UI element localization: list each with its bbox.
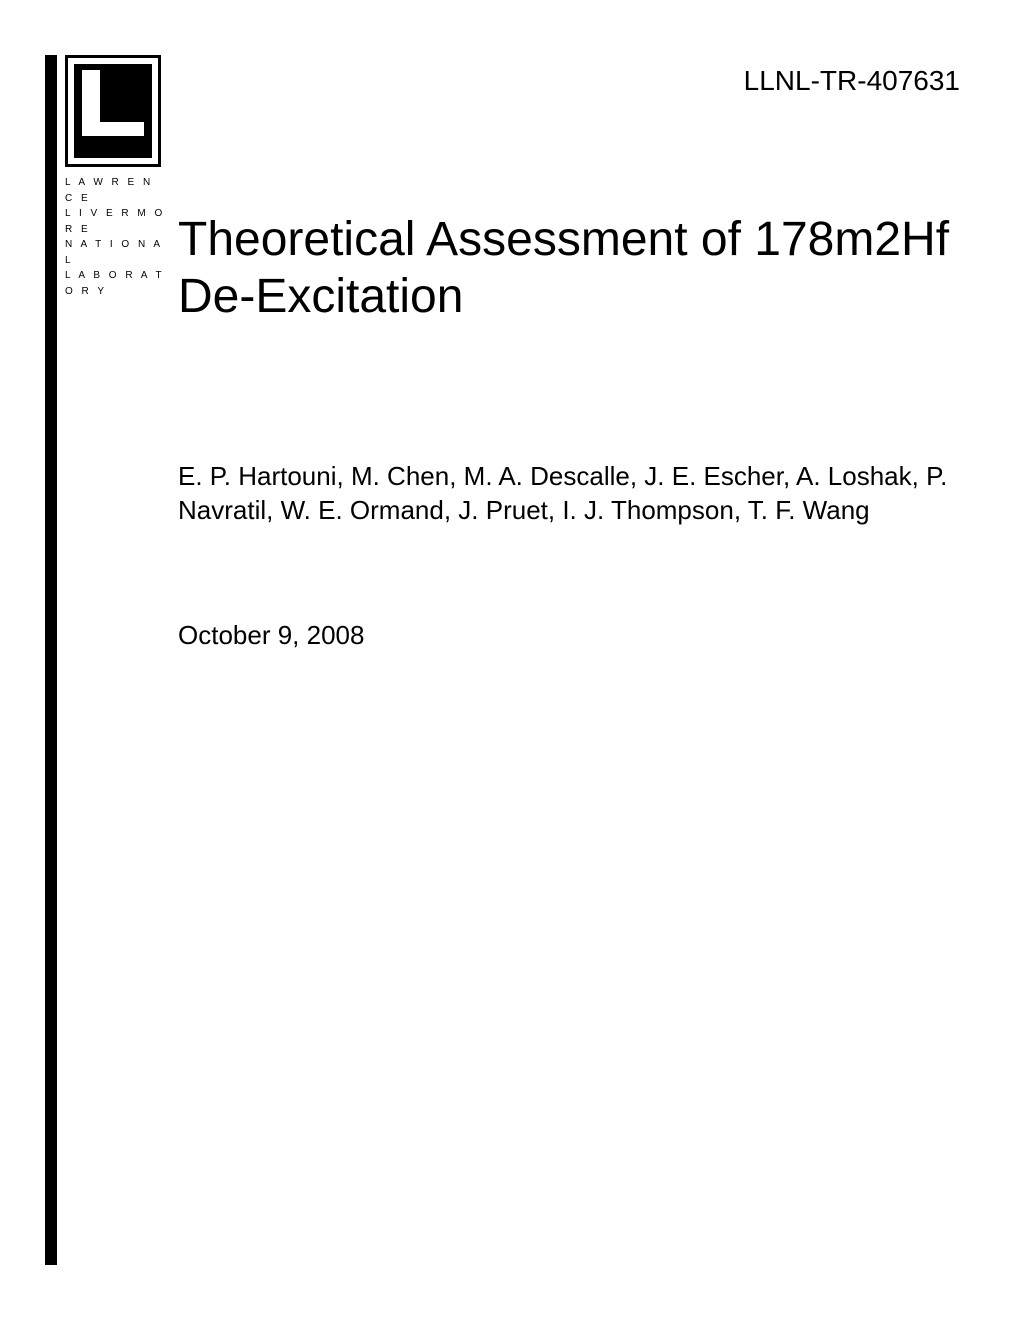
- report-date: October 9, 2008: [178, 620, 364, 651]
- report-title: Theoretical Assessment of 178m2Hf De-Exc…: [178, 212, 960, 325]
- cover-page: L A W R E N C E L I V E R M O R E N A T …: [0, 0, 1020, 1320]
- left-vertical-bar: [45, 55, 57, 1265]
- author-list: E. P. Hartouni, M. Chen, M. A. Descalle,…: [178, 460, 960, 528]
- report-id: LLNL-TR-407631: [744, 65, 960, 97]
- lab-label-line: N A T I O N A L: [65, 237, 169, 268]
- lab-label-line: L A W R E N C E: [65, 175, 169, 206]
- lab-label-line: L I V E R M O R E: [65, 206, 169, 237]
- llnl-logo-mark: [74, 64, 152, 158]
- laboratory-label: L A W R E N C E L I V E R M O R E N A T …: [65, 175, 169, 299]
- lab-label-line: L A B O R A T O R Y: [65, 268, 169, 299]
- llnl-logo: [65, 55, 161, 167]
